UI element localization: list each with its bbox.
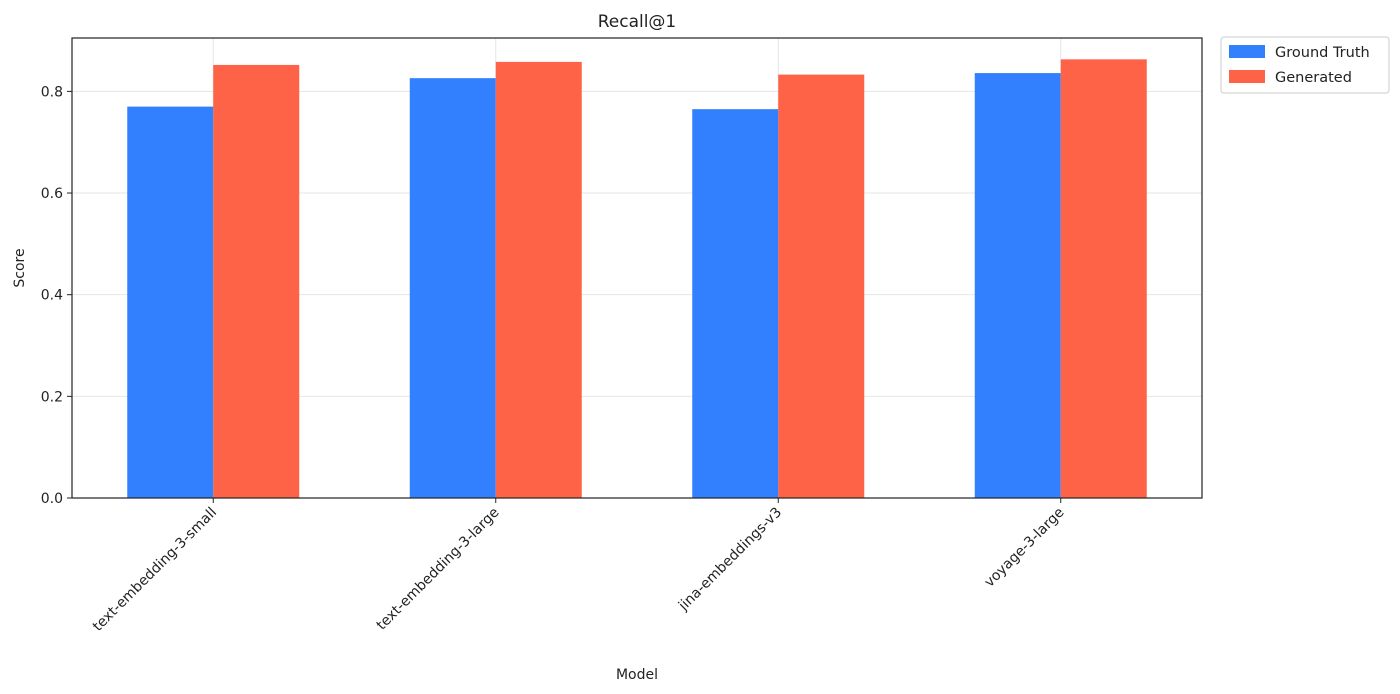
bar-ground-truth-text-embedding-3-large	[409, 78, 496, 498]
y-tick-label: 0.6	[41, 186, 63, 202]
y-tick-label: 0.4	[41, 288, 63, 304]
y-tick-label: 0.8	[41, 84, 63, 100]
bar-generated-text-embedding-3-large	[495, 61, 582, 499]
x-tick-label: text-embedding-3-large	[374, 505, 503, 634]
y-axis-ticks: 0.0 0.2 0.4 0.6 0.8	[41, 84, 72, 507]
x-tick-label: voyage-3-large	[982, 505, 1068, 591]
bar-generated-jina-embeddings-v3	[778, 74, 865, 499]
chart-title: Recall@1	[598, 12, 677, 32]
bar-ground-truth-voyage-3-large	[974, 73, 1061, 498]
bar-ground-truth-jina-embeddings-v3	[692, 109, 779, 498]
plot-frame	[71, 37, 1203, 499]
bar-ground-truth-text-embedding-3-small	[127, 106, 214, 499]
bar-generated-voyage-3-large	[1060, 59, 1147, 499]
y-axis-label: Score	[12, 248, 28, 287]
bar-generated-text-embedding-3-small	[213, 64, 300, 499]
legend: Ground Truth Generated	[1220, 36, 1390, 94]
y-tick-label: 0.2	[41, 389, 63, 405]
legend-label-generated: Generated	[1275, 70, 1352, 86]
legend-swatch-generated	[1229, 70, 1265, 83]
x-axis-label: Model	[616, 667, 658, 683]
x-tick-label: jina-embeddings-v3	[675, 505, 785, 615]
x-tick-label: text-embedding-3-small	[90, 505, 220, 635]
legend-label-ground-truth: Ground Truth	[1275, 45, 1370, 61]
bars	[127, 59, 1147, 499]
y-tick-label: 0.0	[41, 491, 63, 507]
x-axis-ticks: text-embedding-3-small text-embedding-3-l…	[90, 498, 1068, 635]
legend-swatch-ground-truth	[1229, 45, 1265, 58]
